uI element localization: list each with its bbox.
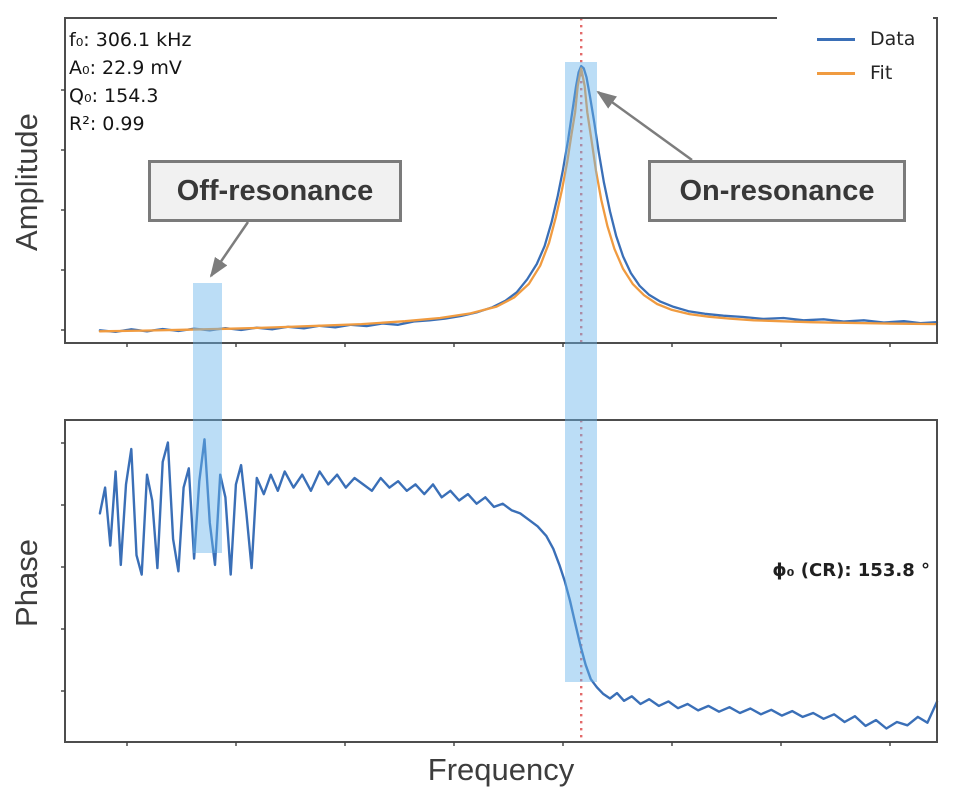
fit-param-a0: A₀: 22.9 mV (69, 57, 182, 79)
fit-param-f0: f₀: 306.1 kHz (69, 29, 192, 51)
amplitude-axis-label: Amplitude (9, 113, 44, 251)
fit-line-swatch (817, 71, 855, 75)
amplitude-plot (61, 17, 939, 347)
off-resonance-label: Off-resonance (176, 174, 374, 207)
frequency-axis-label: Frequency (427, 752, 575, 787)
phase-plot-border (64, 419, 938, 743)
off-resonance-callout: Off-resonance (148, 160, 402, 222)
fit-param-q0: Q₀: 154.3 (69, 85, 159, 107)
phase-data-curve (98, 438, 939, 730)
legend-entry-data: Data (777, 28, 933, 50)
legend-data-label: Data (870, 28, 916, 50)
fit-parameters: f₀: 306.1 kHz A₀: 22.9 mV Q₀: 154.3 R²: … (69, 26, 191, 138)
phase-y-ticks (61, 442, 65, 692)
on-resonance-label: On-resonance (679, 174, 875, 207)
amplitude-plot-border (64, 17, 938, 344)
amplitude-fit-curve (98, 67, 939, 333)
amplitude-data-curve (98, 64, 939, 334)
data-line-swatch (817, 37, 855, 41)
legend-entry-fit: Fit (777, 62, 933, 84)
on-resonance-callout: On-resonance (648, 160, 906, 222)
phase-at-resonance-annotation: ϕ₀ (CR): 153.8 ° (772, 560, 930, 581)
phase-axis-label: Phase (9, 539, 44, 627)
fit-param-r2: R²: 0.99 (69, 113, 145, 135)
phase-x-ticks (126, 742, 891, 746)
legend: Data Fit (777, 13, 933, 99)
amplitude-x-ticks (126, 343, 891, 347)
amplitude-y-ticks (61, 89, 65, 331)
legend-fit-label: Fit (870, 62, 893, 84)
phase-plot (61, 419, 939, 746)
